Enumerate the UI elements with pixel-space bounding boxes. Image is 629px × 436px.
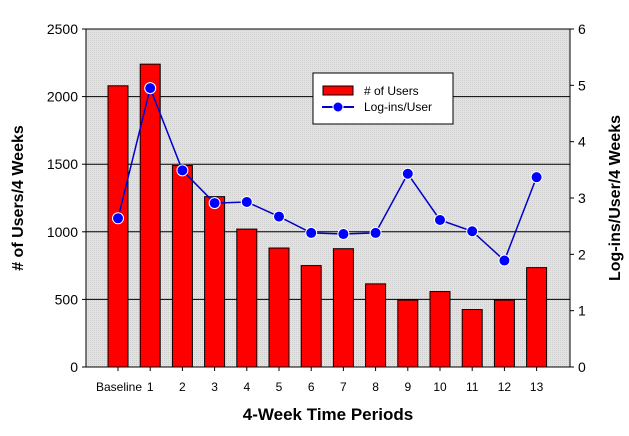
y2-tick-label: 1 [578,303,586,319]
line-point [240,195,253,208]
bar [365,283,387,368]
legend-label-logins: Log-ins/User [364,100,432,114]
x-tick-label: 1 [147,380,154,394]
y-axis-label: # of Users/4 Weeks [10,125,27,271]
y2-tick-label: 4 [578,134,586,150]
line-point [112,212,124,225]
bar [139,63,161,368]
y-tick-label: 0 [70,359,78,375]
bar [429,291,451,368]
y2-tick-label: 3 [578,190,586,206]
legend: # of Users Log-ins/User [312,72,454,125]
x-tick-label: 12 [498,380,512,394]
bar [397,299,419,368]
bar [526,267,548,368]
legend-label-users: # of Users [364,84,419,98]
line-point [273,210,285,223]
bar [332,248,354,368]
line-point [466,225,479,238]
legend-marker-logins [332,101,344,113]
line-point [144,82,157,95]
y-tick-label: 500 [55,291,79,307]
x-tick-label: 9 [404,380,411,394]
line-point [434,213,446,226]
line-point [530,171,543,184]
line-point [305,226,318,239]
line-point [498,254,511,267]
legend-swatch-users [322,85,354,96]
x-tick-label: Baseline [96,380,142,394]
line-point [337,228,350,241]
bar [171,165,193,368]
line-point [176,164,189,177]
y2-tick-label: 2 [578,246,586,262]
bar [493,299,515,368]
y-tick-label: 2000 [47,89,78,105]
bar [107,85,129,368]
bar [461,309,483,368]
x-tick-label: 4 [243,380,250,394]
line-point [369,226,382,239]
y2-axis-label: Log-ins/User/4 Weeks [607,115,624,281]
line-point [401,167,414,180]
y-tick-label: 1500 [47,156,78,172]
bar [236,228,258,368]
x-axis-label: 4-Week Time Periods [243,405,413,424]
y-tick-label: 1000 [47,224,78,240]
bar [204,196,226,368]
x-tick-label: 11 [466,380,479,394]
y2-tick-label: 5 [578,77,586,93]
x-tick-label: 3 [211,380,218,394]
x-tick-label: 8 [372,380,379,394]
x-tick-label: 13 [530,380,544,394]
x-tick-label: 7 [340,380,347,394]
y2-tick-label: 0 [578,359,586,375]
x-tick-label: 5 [276,380,283,394]
bar [268,247,290,368]
y-tick-label: 2500 [47,21,78,37]
x-tick-label: 2 [179,380,186,394]
x-tick-label: 6 [308,380,315,394]
line-point [208,197,221,210]
bar [300,265,322,368]
x-tick-label: 10 [433,380,447,394]
y2-tick-label: 6 [578,21,586,37]
